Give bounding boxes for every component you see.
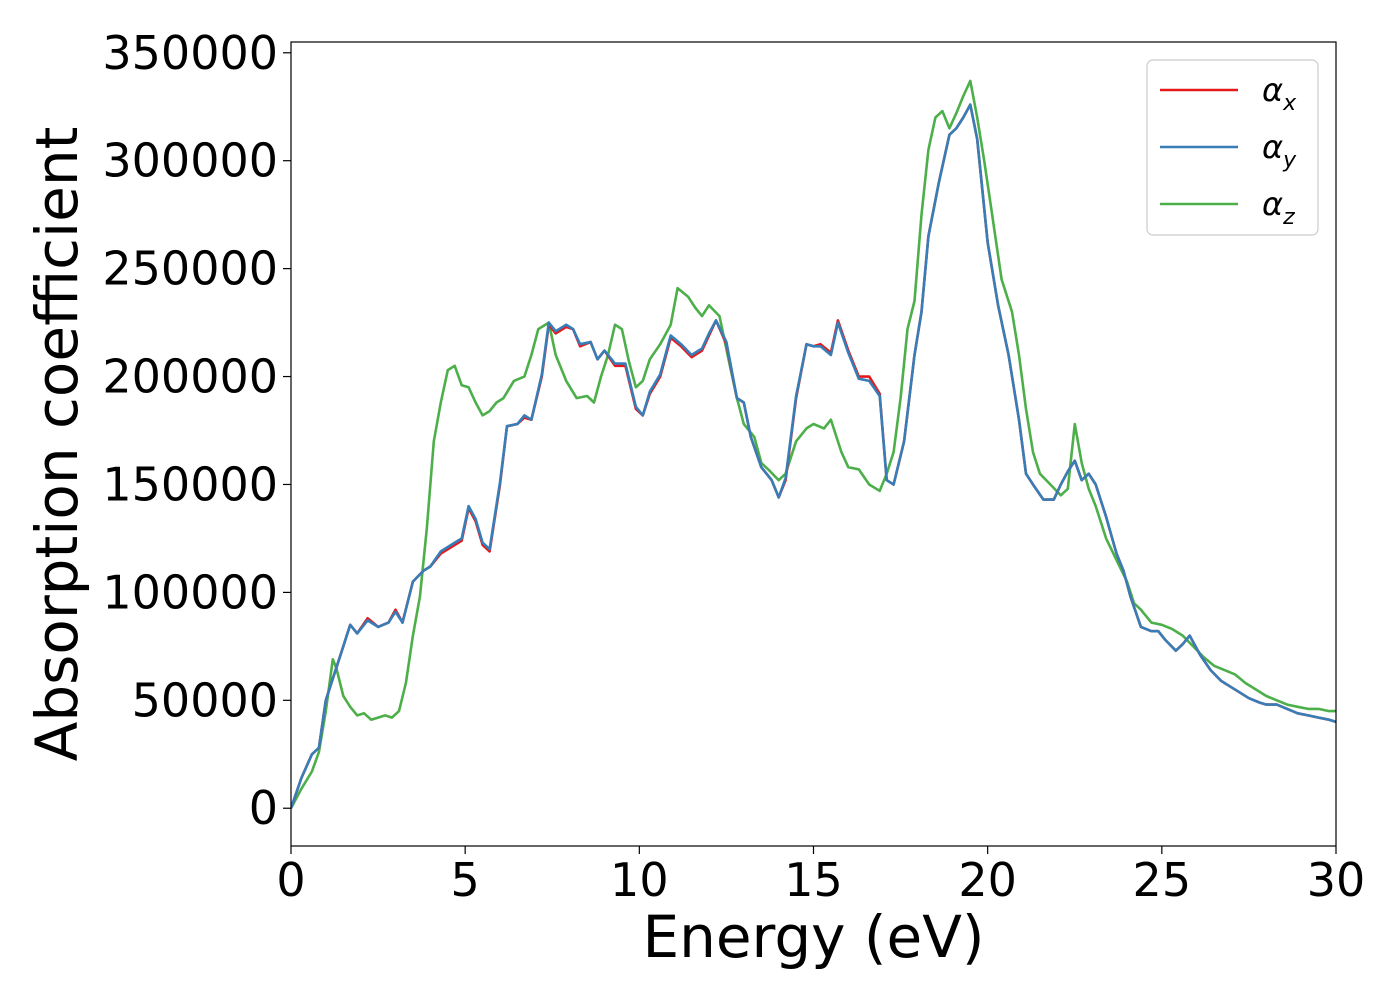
- y-axis-label: Absorption coefficient: [23, 127, 91, 762]
- x-tick-label: 20: [958, 853, 1017, 907]
- y-tick-label: 300000: [102, 134, 278, 188]
- legend-label-main: α: [1262, 71, 1283, 109]
- x-axis-label: Energy (eV): [642, 903, 984, 971]
- x-tick-label: 15: [784, 853, 843, 907]
- legend-label-y: αy: [1262, 128, 1297, 173]
- x-tick-label: 5: [451, 853, 480, 907]
- legend-label-main: α: [1262, 128, 1283, 166]
- series-line-y: [291, 103, 1336, 809]
- legend-label-sub: x: [1282, 91, 1297, 116]
- y-tick-label: 0: [249, 781, 278, 835]
- y-tick-label: 250000: [102, 242, 278, 296]
- y-tick-label: 200000: [102, 350, 278, 404]
- legend-label-z: αz: [1262, 185, 1295, 230]
- series-layer: [291, 79, 1336, 809]
- legend-label-sub: y: [1282, 148, 1297, 173]
- y-tick-label: 150000: [102, 457, 278, 511]
- x-tick-label: 25: [1133, 853, 1192, 907]
- y-tick-label: 50000: [132, 673, 278, 727]
- y-axis: 0 50000 100000 150000 200000 250000 300000 3500…: [102, 26, 291, 835]
- legend-label-x: αx: [1262, 71, 1297, 116]
- x-tick-label: 10: [610, 853, 669, 907]
- x-axis: 0 5 10 15 20 25 30: [276, 846, 1365, 907]
- y-tick-label: 350000: [102, 26, 278, 80]
- y-tick-label: 100000: [102, 565, 278, 619]
- legend-label-sub: z: [1282, 205, 1295, 230]
- x-tick-label: 30: [1307, 853, 1366, 907]
- x-tick-label: 0: [276, 853, 305, 907]
- legend-label-main: α: [1262, 185, 1283, 223]
